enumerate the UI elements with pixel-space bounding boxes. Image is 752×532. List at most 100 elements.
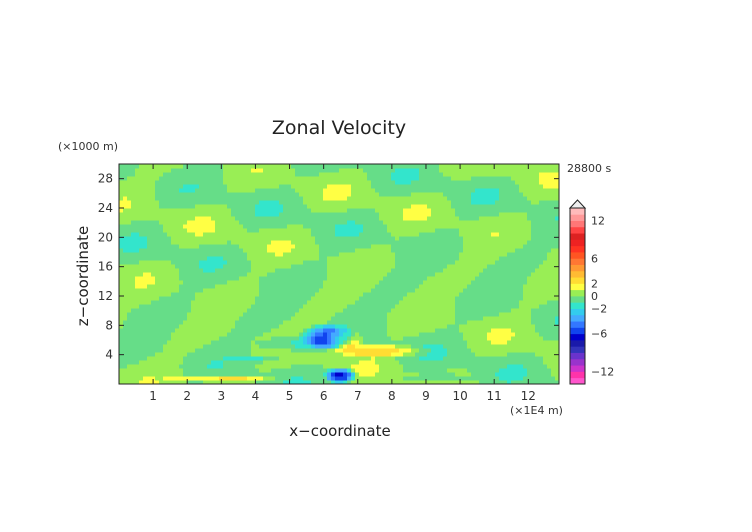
- heatmap-cell: [127, 244, 132, 249]
- heatmap-cell: [159, 328, 164, 333]
- heatmap-cell: [439, 244, 444, 249]
- heatmap-cell: [215, 196, 220, 201]
- heatmap-cell: [211, 264, 216, 269]
- heatmap-cell: [303, 220, 308, 225]
- heatmap-cell: [239, 264, 244, 269]
- heatmap-cell: [355, 184, 360, 189]
- heatmap-cell: [435, 256, 440, 261]
- heatmap-cell: [419, 240, 424, 245]
- heatmap-cell: [419, 368, 424, 373]
- heatmap-cell: [215, 180, 220, 185]
- heatmap-cell: [231, 268, 236, 273]
- heatmap-cell: [119, 340, 124, 345]
- heatmap-cell: [283, 236, 288, 241]
- heatmap-cell: [479, 236, 484, 241]
- heatmap-cell: [135, 376, 140, 381]
- heatmap-cell: [251, 344, 256, 349]
- heatmap-cell: [211, 212, 216, 217]
- heatmap-cell: [179, 380, 184, 385]
- heatmap-cell: [379, 352, 384, 357]
- heatmap-cell: [227, 244, 232, 249]
- heatmap-cell: [275, 308, 280, 313]
- heatmap-cell: [195, 268, 200, 273]
- heatmap-cell: [463, 352, 468, 357]
- heatmap-cell: [359, 224, 364, 229]
- heatmap-cell: [139, 184, 144, 189]
- heatmap-cell: [223, 224, 228, 229]
- heatmap-cell: [403, 300, 408, 305]
- heatmap-cell: [319, 188, 324, 193]
- heatmap-cell: [435, 380, 440, 385]
- heatmap-cell: [183, 304, 188, 309]
- heatmap-cell: [139, 280, 144, 285]
- heatmap-cell: [347, 376, 352, 381]
- heatmap-cell: [283, 192, 288, 197]
- heatmap-cell: [463, 248, 468, 253]
- heatmap-cell: [255, 308, 260, 313]
- heatmap-cell: [143, 256, 148, 261]
- heatmap-cell: [255, 320, 260, 325]
- heatmap-cell: [307, 228, 312, 233]
- heatmap-cell: [319, 220, 324, 225]
- heatmap-cell: [407, 204, 412, 209]
- heatmap-cell: [395, 304, 400, 309]
- heatmap-cell: [415, 244, 420, 249]
- heatmap-cell: [471, 372, 476, 377]
- heatmap-cell: [419, 204, 424, 209]
- heatmap-cell: [339, 356, 344, 361]
- heatmap-cell: [183, 184, 188, 189]
- heatmap-cell: [139, 300, 144, 305]
- heatmap-cell: [179, 184, 184, 189]
- heatmap-cell: [247, 220, 252, 225]
- heatmap-cell: [175, 276, 180, 281]
- heatmap-cell: [267, 264, 272, 269]
- heatmap-cell: [263, 244, 268, 249]
- heatmap-cell: [443, 208, 448, 213]
- heatmap-cell: [159, 380, 164, 385]
- heatmap-cell: [255, 312, 260, 317]
- heatmap-cell: [123, 288, 128, 293]
- heatmap-cell: [439, 308, 444, 313]
- heatmap-cell: [459, 244, 464, 249]
- heatmap-cell: [391, 296, 396, 301]
- heatmap-cell: [259, 252, 264, 257]
- heatmap-cell: [471, 336, 476, 341]
- heatmap-cell: [335, 248, 340, 253]
- heatmap-cell: [395, 288, 400, 293]
- heatmap-cell: [307, 316, 312, 321]
- heatmap-cell: [319, 340, 324, 345]
- heatmap-cell: [243, 292, 248, 297]
- heatmap-cell: [367, 176, 372, 181]
- heatmap-cell: [203, 212, 208, 217]
- heatmap-cell: [331, 272, 336, 277]
- heatmap-cell: [159, 284, 164, 289]
- heatmap-cell: [243, 268, 248, 273]
- heatmap-cell: [415, 304, 420, 309]
- heatmap-cell: [379, 256, 384, 261]
- heatmap-cell: [231, 296, 236, 301]
- heatmap-cell: [475, 272, 480, 277]
- heatmap-cell: [399, 304, 404, 309]
- heatmap-cell: [167, 312, 172, 317]
- heatmap-cell: [471, 168, 476, 173]
- heatmap-cell: [403, 328, 408, 333]
- heatmap-cell: [163, 308, 168, 313]
- heatmap-cell: [407, 352, 412, 357]
- heatmap-cell: [451, 180, 456, 185]
- heatmap-cell: [271, 348, 276, 353]
- heatmap-cell: [275, 220, 280, 225]
- heatmap-cell: [239, 220, 244, 225]
- heatmap-cell: [415, 252, 420, 257]
- heatmap-cell: [303, 212, 308, 217]
- heatmap-cell: [411, 368, 416, 373]
- heatmap-cell: [295, 172, 300, 177]
- heatmap-cell: [223, 356, 228, 361]
- heatmap-cell: [211, 320, 216, 325]
- heatmap-cell: [375, 280, 380, 285]
- heatmap-cell: [443, 216, 448, 221]
- heatmap-cell: [159, 200, 164, 205]
- heatmap-cell: [135, 380, 140, 385]
- heatmap-cell: [423, 316, 428, 321]
- heatmap-cell: [399, 240, 404, 245]
- heatmap-cell: [199, 300, 204, 305]
